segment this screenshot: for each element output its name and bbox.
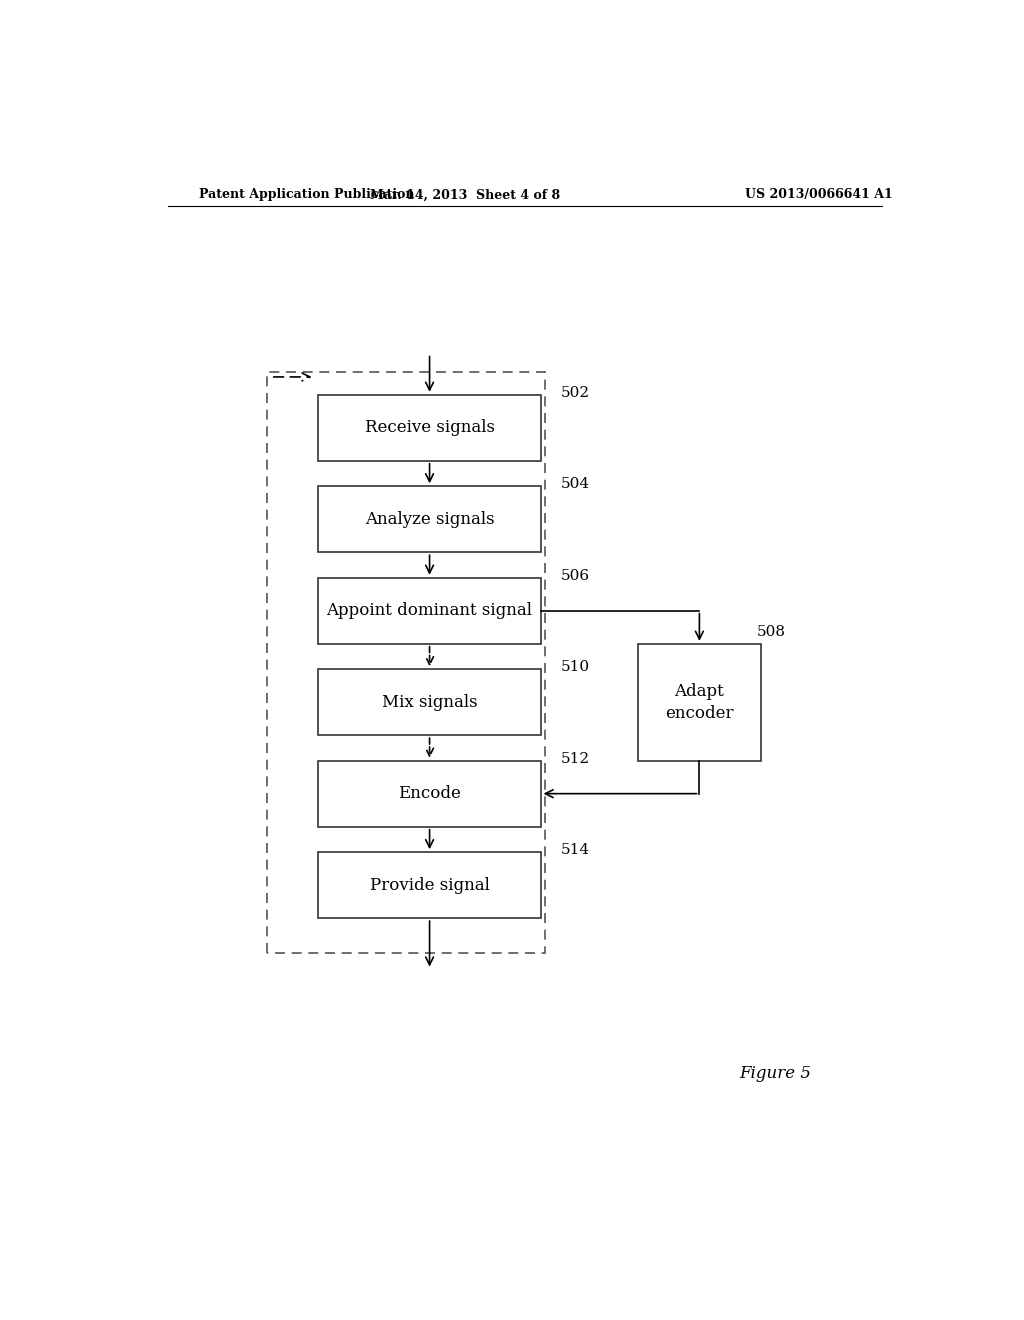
Bar <box>318 395 541 461</box>
Text: Mar. 14, 2013  Sheet 4 of 8: Mar. 14, 2013 Sheet 4 of 8 <box>371 189 560 202</box>
Text: Mix signals: Mix signals <box>382 694 477 710</box>
Text: Provide signal: Provide signal <box>370 876 489 894</box>
Text: 512: 512 <box>560 751 590 766</box>
Text: 506: 506 <box>560 569 590 582</box>
Text: Receive signals: Receive signals <box>365 420 495 436</box>
Text: US 2013/0066641 A1: US 2013/0066641 A1 <box>744 189 892 202</box>
Text: Appoint dominant signal: Appoint dominant signal <box>327 602 532 619</box>
Text: 504: 504 <box>560 478 590 491</box>
Text: Patent Application Publication: Patent Application Publication <box>200 189 415 202</box>
Text: Analyze signals: Analyze signals <box>365 511 495 528</box>
Text: 502: 502 <box>560 385 590 400</box>
Bar <box>638 644 761 760</box>
Bar <box>318 578 541 644</box>
Text: Adapt
encoder: Adapt encoder <box>666 682 733 722</box>
Bar <box>318 760 541 826</box>
Text: 514: 514 <box>560 843 590 857</box>
Text: 510: 510 <box>560 660 590 675</box>
Text: Encode: Encode <box>398 785 461 803</box>
Bar <box>318 486 541 552</box>
Text: Figure 5: Figure 5 <box>739 1065 811 1081</box>
Text: 508: 508 <box>757 624 786 639</box>
Bar <box>318 669 541 735</box>
Bar <box>318 853 541 919</box>
